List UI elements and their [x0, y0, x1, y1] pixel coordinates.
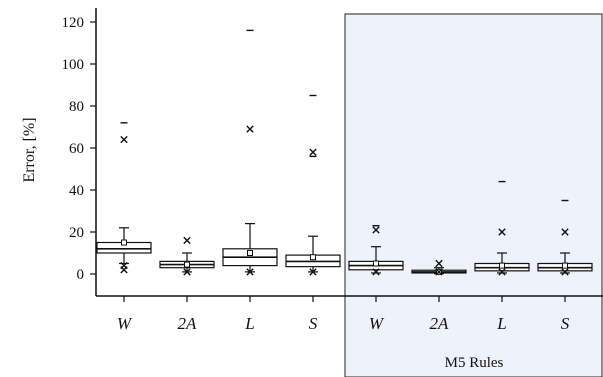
- x-tick-label: L: [244, 314, 254, 333]
- outlier-x: [120, 135, 128, 144]
- y-tick-label: 100: [62, 57, 85, 73]
- outlier-x: [498, 228, 506, 236]
- axes: [90, 8, 603, 302]
- x-tick-label: 2A: [430, 314, 450, 333]
- x-tick-label: 2A: [178, 314, 198, 333]
- outlier-x: [435, 259, 443, 268]
- y-tick-label: 40: [69, 183, 84, 199]
- box-7: [474, 180, 530, 276]
- boxes: [96, 29, 593, 276]
- x-tick-label: L: [496, 314, 506, 333]
- x-tick-label: S: [561, 314, 570, 333]
- mean-marker: [562, 262, 568, 269]
- mean-marker: [499, 262, 505, 269]
- box-5: [348, 224, 404, 276]
- outlier-x: [309, 148, 317, 156]
- outlier-x: [498, 268, 506, 276]
- outlier-x: [372, 268, 380, 276]
- mean-marker: [310, 254, 316, 261]
- outlier-x: [561, 268, 569, 276]
- outlier-x: [246, 125, 254, 133]
- y-tick-label: 0: [77, 267, 85, 283]
- x-tick-label: S: [309, 314, 318, 333]
- region-label: M5 Rules: [445, 355, 504, 371]
- y-tick-label: 80: [69, 99, 84, 115]
- mean-marker: [121, 239, 127, 246]
- y-tick-label: 60: [69, 141, 84, 157]
- outlier-x: [183, 236, 191, 245]
- m5-rules-region: [344, 13, 603, 377]
- outlier-x: [246, 268, 254, 276]
- mean-marker: [247, 250, 253, 256]
- y-tick-label: 120: [62, 15, 85, 31]
- box-6: [411, 259, 467, 276]
- region-background: [344, 13, 603, 377]
- box-3: [222, 29, 278, 276]
- box-1: [96, 122, 152, 274]
- box-8: [537, 199, 593, 276]
- y-tick-label: 20: [69, 225, 84, 241]
- outlier-x: [372, 226, 380, 234]
- box-4: [285, 94, 341, 276]
- y-axis-title: Error, [%]: [21, 117, 38, 182]
- mean-marker: [184, 261, 190, 268]
- outlier-x: [183, 268, 191, 276]
- x-tick-label: W: [369, 314, 385, 333]
- x-tick-label: W: [117, 314, 133, 333]
- outlier-x: [561, 228, 569, 236]
- labels: 0 20 40 60 80 100 120 W 2A L S W 2A L S Error, [%] M5 Ru…: [21, 15, 570, 371]
- outlier-x: [120, 266, 128, 274]
- outlier-x: [309, 268, 317, 276]
- mean-marker: [373, 260, 379, 267]
- box-2: [159, 236, 215, 276]
- outlier-x: [435, 268, 443, 276]
